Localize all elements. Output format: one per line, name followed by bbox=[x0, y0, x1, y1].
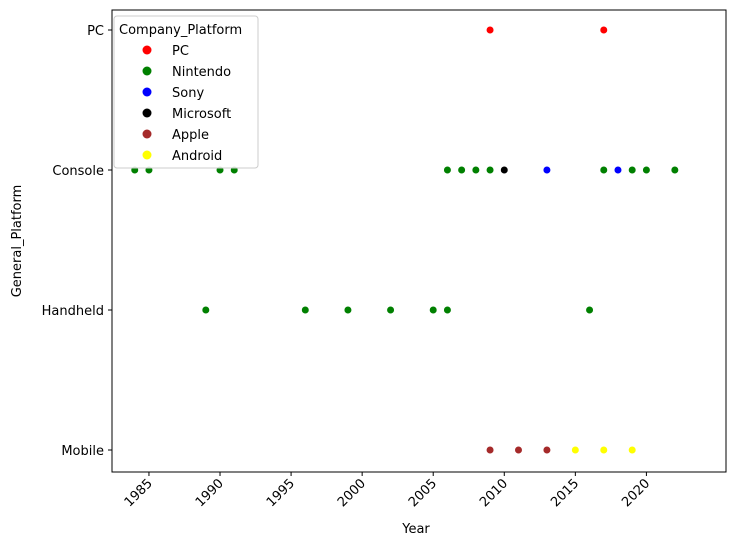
legend-label: Sony bbox=[172, 86, 204, 101]
point-android bbox=[571, 445, 580, 455]
point-microsoft bbox=[500, 165, 509, 175]
point-sony bbox=[613, 165, 623, 175]
point-android bbox=[628, 445, 637, 455]
legend-marker bbox=[142, 87, 152, 97]
point-nintendo bbox=[485, 165, 495, 175]
legend-items: PC Nintendo Sony Microsoft Apple Android bbox=[142, 44, 231, 164]
point-nintendo bbox=[585, 305, 594, 315]
point-pc bbox=[485, 25, 495, 35]
legend: Company_Platform PC Nintendo Sony Microsoft… bbox=[113, 15, 259, 169]
legend-box bbox=[113, 15, 259, 169]
y-tick-label: Console bbox=[52, 164, 104, 179]
x-axis-label: Year bbox=[401, 522, 430, 537]
y-tick-label: Mobile bbox=[61, 444, 104, 459]
point-apple bbox=[485, 445, 495, 455]
point-apple bbox=[514, 445, 523, 455]
point-nintendo bbox=[301, 305, 310, 315]
point-nintendo bbox=[670, 165, 679, 175]
point-nintendo bbox=[471, 165, 480, 175]
legend-label: Android bbox=[172, 149, 222, 164]
scatter-points bbox=[130, 25, 679, 455]
y-tick-label: PC bbox=[87, 24, 104, 39]
point-nintendo bbox=[599, 165, 608, 175]
point-nintendo bbox=[628, 165, 637, 175]
y-axis-ticks: PC Console Handheld Mobile bbox=[42, 24, 112, 459]
legend-label: Microsoft bbox=[172, 107, 231, 122]
point-nintendo bbox=[642, 165, 651, 175]
point-nintendo bbox=[457, 165, 466, 175]
point-nintendo bbox=[386, 305, 395, 315]
y-axis-label: General_Platform bbox=[10, 185, 25, 298]
legend-marker bbox=[142, 108, 152, 118]
point-nintendo bbox=[201, 305, 210, 315]
point-nintendo bbox=[429, 305, 438, 315]
point-android bbox=[599, 445, 608, 455]
point-nintendo bbox=[343, 305, 353, 315]
legend-marker bbox=[142, 129, 152, 139]
y-tick-label: Handheld bbox=[42, 304, 104, 319]
point-apple bbox=[542, 445, 552, 455]
legend-title: Company_Platform bbox=[119, 23, 242, 38]
legend-label: Nintendo bbox=[172, 65, 231, 80]
point-pc bbox=[599, 25, 608, 35]
legend-marker bbox=[142, 66, 152, 76]
legend-label: PC bbox=[172, 44, 189, 59]
point-nintendo bbox=[443, 165, 452, 175]
legend-marker bbox=[142, 150, 152, 160]
point-nintendo bbox=[443, 305, 452, 315]
legend-marker bbox=[142, 45, 152, 55]
point-sony bbox=[542, 165, 552, 175]
legend-label: Apple bbox=[172, 128, 209, 143]
